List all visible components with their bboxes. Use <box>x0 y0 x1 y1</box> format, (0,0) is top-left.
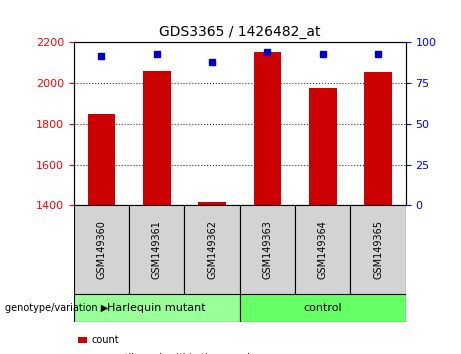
Text: GSM149364: GSM149364 <box>318 220 328 279</box>
Bar <box>143 71 171 205</box>
Bar <box>254 52 281 205</box>
Bar <box>350 205 406 294</box>
Bar <box>240 205 295 294</box>
Bar <box>88 114 115 205</box>
Bar <box>74 205 129 294</box>
Text: Harlequin mutant: Harlequin mutant <box>107 303 206 313</box>
Text: control: control <box>303 303 342 313</box>
Text: GSM149360: GSM149360 <box>96 220 106 279</box>
Bar <box>364 72 392 205</box>
Text: genotype/variation ▶: genotype/variation ▶ <box>5 303 108 313</box>
Text: GSM149361: GSM149361 <box>152 220 162 279</box>
Bar <box>184 205 240 294</box>
Bar <box>309 88 337 205</box>
Bar <box>295 205 350 294</box>
Text: percentile rank within the sample: percentile rank within the sample <box>91 353 256 354</box>
Text: GSM149363: GSM149363 <box>262 220 272 279</box>
Bar <box>198 202 226 205</box>
Title: GDS3365 / 1426482_at: GDS3365 / 1426482_at <box>159 25 320 39</box>
Bar <box>74 294 240 322</box>
Text: count: count <box>91 335 119 345</box>
Bar <box>240 294 406 322</box>
Text: GSM149365: GSM149365 <box>373 220 383 279</box>
Text: GSM149362: GSM149362 <box>207 220 217 279</box>
Bar <box>129 205 184 294</box>
